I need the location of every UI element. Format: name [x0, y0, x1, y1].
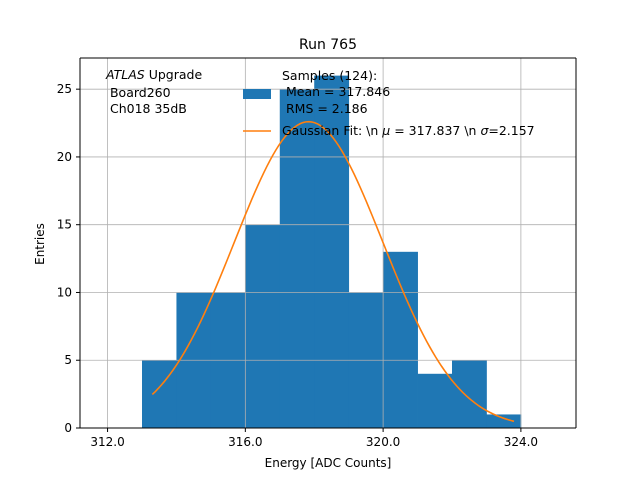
histogram-bar: [417, 373, 453, 428]
y-tick-label: 5: [64, 353, 72, 367]
histogram-bar: [486, 414, 522, 428]
y-axis-label: Entries: [33, 223, 47, 265]
atlas-annotation: ATLAS Upgrade Board260 Ch018 35dB: [105, 67, 202, 116]
y-tick-label: 10: [57, 285, 72, 299]
annotation-line-3: Ch018 35dB: [106, 101, 187, 116]
axes: [79, 57, 577, 429]
x-tick-label: 316.0: [228, 435, 262, 449]
histogram-bar: [279, 89, 315, 429]
legend-samples-line-2: Mean = 317.846: [282, 84, 390, 99]
fit-curve: [151, 120, 515, 423]
annotation-line-1: ATLAS Upgrade: [105, 67, 202, 82]
legend-samples-line-1: Samples (124):: [282, 68, 377, 83]
y-tick-label: 0: [64, 421, 72, 435]
legend: Samples (124): Mean = 317.846 RMS = 2.18…: [243, 68, 535, 138]
legend-samples-swatch: [243, 89, 271, 99]
y-tick-label: 20: [57, 150, 72, 164]
legend-samples-line-3: RMS = 2.186: [282, 101, 368, 116]
fit-curve-group: [151, 120, 515, 423]
ticks: 312.0 316.0 320.0 324.0 0 5 10 15 20 25: [57, 82, 538, 449]
histogram-bar: [142, 360, 177, 428]
legend-fit-label: Gaussian Fit: \n μ = 317.837 \n σ=2.157: [282, 123, 535, 138]
grid-lines: [80, 58, 576, 429]
histogram-bar: [452, 360, 487, 428]
histogram-bar: [314, 75, 350, 428]
annotation-line-2: Board260: [106, 85, 171, 100]
x-tick-label: 312.0: [90, 435, 124, 449]
x-axis-label: Energy [ADC Counts]: [265, 456, 392, 470]
x-tick-label: 320.0: [366, 435, 400, 449]
y-tick-label: 25: [57, 82, 72, 96]
y-tick-label: 15: [57, 218, 72, 232]
histogram-bar: [383, 251, 418, 428]
x-tick-label: 324.0: [504, 435, 538, 449]
chart-title: Run 765: [299, 37, 357, 53]
histogram-bar: [245, 224, 281, 428]
